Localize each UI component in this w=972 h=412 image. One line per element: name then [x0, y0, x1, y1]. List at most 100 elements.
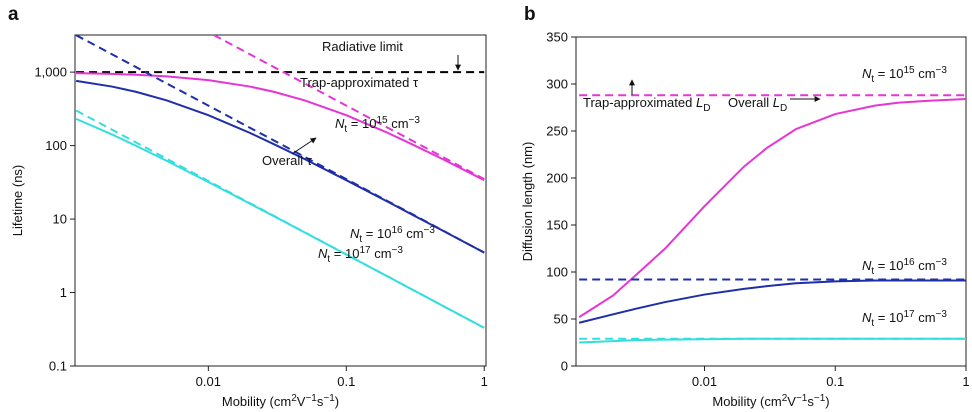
y-tick-label: 150: [546, 218, 568, 233]
annotation-part: D: [703, 103, 710, 114]
x-axis-label-part: ): [335, 394, 339, 409]
annotation-part: = 10: [874, 258, 903, 273]
annotation-part: Trap-approximated: [583, 95, 696, 110]
annotation: Nt = 1017 cm−3: [862, 309, 947, 329]
y-tick-label: 10: [53, 212, 67, 227]
x-axis-label-part: −1: [323, 393, 335, 404]
annotation-part: L: [773, 95, 780, 110]
annotation-part: t: [871, 266, 874, 277]
annotation-part: N: [862, 66, 872, 81]
annotation-part: −3: [424, 225, 436, 236]
annotation-part: N: [318, 246, 328, 261]
annotation-part: cm: [388, 116, 409, 131]
annotation-part: 15: [376, 115, 388, 126]
plot-frame: [74, 34, 487, 367]
y-tick-label: 350: [546, 30, 568, 45]
x-tick-label: 0.1: [337, 374, 355, 389]
annotation-part: = 10: [362, 226, 391, 241]
y-tick-label: 0.1: [49, 359, 67, 374]
y-tick-label: 300: [546, 77, 568, 92]
annotation: Nt = 1015 cm−3: [862, 65, 947, 85]
annotation-part: cm: [403, 226, 424, 241]
annotation-part: t: [871, 74, 874, 85]
x-axis-label-part: −1: [305, 393, 317, 404]
y-axis-label: Diffusion length (nm): [520, 142, 535, 262]
annotation-part: t: [327, 254, 330, 265]
series-line: [75, 79, 485, 254]
annotation-part: 16: [391, 225, 403, 236]
annotation-part: −3: [392, 245, 404, 256]
x-axis-label: Mobility (cm2V−1s−1): [222, 393, 339, 409]
x-axis-label-part: ): [825, 394, 829, 409]
x-tick-label: 0.1: [826, 374, 844, 389]
annotation: Trap-approximated τ: [300, 75, 419, 90]
x-tick-label: 0.01: [196, 374, 221, 389]
annotation-part: N: [862, 310, 872, 325]
annotation: Nt = 1015 cm−3: [335, 115, 420, 135]
series-line: [75, 117, 485, 329]
x-tick-label: 0.01: [692, 374, 717, 389]
annotation-part: t: [871, 318, 874, 329]
annotation-part: 15: [903, 65, 915, 76]
annotation-part: Trap-approximated τ: [300, 75, 419, 90]
annotation: Overall τ: [262, 153, 313, 168]
series-line: [211, 35, 485, 180]
y-tick-label: 50: [554, 312, 568, 327]
x-axis-label-part: 2: [291, 393, 297, 404]
annotation-part: N: [862, 258, 872, 273]
annotation-part: = 10: [874, 66, 903, 81]
x-axis-label-part: −1: [814, 393, 826, 404]
annotation: Nt = 1016 cm−3: [862, 257, 947, 277]
annotation-part: D: [780, 103, 787, 114]
annotation-arrow: [291, 137, 317, 155]
annotation-part: t: [359, 234, 362, 245]
series-line: [76, 72, 485, 182]
annotation-part: Overall τ: [262, 153, 313, 168]
x-axis-label: Mobility (cm2V−1s−1): [712, 393, 829, 409]
y-tick-label: 1: [60, 285, 67, 300]
annotation: Trap-approximated LD: [583, 95, 710, 114]
annotation-part: 17: [903, 309, 915, 320]
panel-label: b: [524, 4, 536, 25]
annotation: Nt = 1017 cm−3: [318, 245, 403, 265]
series-line: [578, 98, 966, 318]
y-tick-label: 250: [546, 124, 568, 139]
y-tick-label: 0: [561, 359, 568, 374]
annotation-part: cm: [915, 66, 936, 81]
annotation-part: −3: [936, 257, 948, 268]
annotation-part: 16: [903, 257, 915, 268]
annotation-part: Overall: [728, 95, 773, 110]
x-axis-label-part: s: [317, 394, 324, 409]
annotation-part: −3: [409, 115, 421, 126]
x-axis-label-part: Mobility (cm: [712, 394, 781, 409]
y-tick-label: 200: [546, 171, 568, 186]
annotation-part: = 10: [330, 246, 359, 261]
annotation-part: cm: [371, 246, 392, 261]
annotation-part: cm: [915, 258, 936, 273]
annotation-part: −3: [936, 65, 948, 76]
x-axis-label-part: V: [787, 394, 796, 409]
panel-label: a: [8, 4, 19, 25]
annotation-part: cm: [915, 310, 936, 325]
x-axis-label-part: Mobility (cm: [222, 394, 291, 409]
x-axis-label-part: −1: [796, 393, 808, 404]
x-tick-label: 1: [962, 374, 969, 389]
y-axis-label-part: Diffusion length (nm): [520, 142, 535, 262]
y-axis-label-part: Lifetime (ns): [10, 165, 25, 237]
annotation-part: L: [696, 95, 703, 110]
x-axis-label-part: s: [807, 394, 814, 409]
plot-frame: [575, 36, 967, 367]
series-line: [578, 279, 966, 324]
y-axis-label: Lifetime (ns): [10, 165, 25, 237]
x-tick-label: 1: [481, 374, 488, 389]
y-tick-label: 1,000: [34, 65, 67, 80]
series-line: [579, 337, 966, 344]
x-axis-label-part: 2: [782, 393, 788, 404]
annotation-part: −3: [936, 309, 948, 320]
x-axis-label-part: V: [297, 394, 306, 409]
annotation: Radiative limit: [322, 39, 403, 54]
annotation-part: = 10: [347, 116, 376, 131]
annotation-part: N: [350, 226, 360, 241]
annotation-part: t: [344, 124, 347, 135]
